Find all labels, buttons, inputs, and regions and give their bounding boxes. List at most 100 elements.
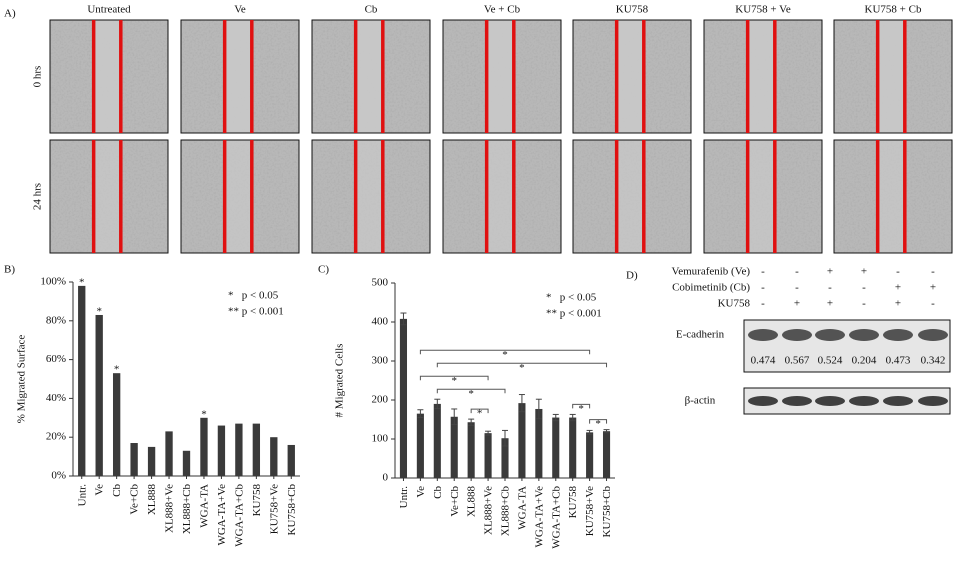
x-tick-label: WGA-TA <box>516 486 528 530</box>
bar <box>270 437 278 476</box>
significance-bracket <box>436 362 608 368</box>
x-tick-label: Untr. <box>76 484 88 507</box>
significance-bracket <box>470 408 489 414</box>
x-tick-label: Ve <box>415 486 427 498</box>
wound-gap <box>224 20 252 133</box>
x-tick-label: Ve+Cb <box>449 486 461 517</box>
x-tick-label: Untr. <box>398 486 410 509</box>
y-tick-label: 100 <box>372 433 389 445</box>
bar <box>602 431 611 478</box>
y-tick-label: 60% <box>46 353 66 365</box>
error-bar <box>502 429 508 447</box>
band-quantification: 0.204 <box>852 355 877 367</box>
column-label: Ve + Cb <box>484 4 521 16</box>
error-bar <box>586 429 593 435</box>
significance-mark: * <box>96 306 102 318</box>
wound-gap <box>355 140 383 253</box>
blot-bg <box>743 319 951 373</box>
blot-band <box>815 329 845 341</box>
error-bar <box>434 398 441 410</box>
significance-note: ** p < 0.001 <box>228 306 284 318</box>
bar <box>433 403 441 478</box>
x-tick-label: KU758 <box>251 484 263 517</box>
micrograph-frame <box>572 19 692 134</box>
bar <box>450 416 458 478</box>
y-tick-label: 400 <box>372 316 389 328</box>
significance-mark: * <box>114 364 120 376</box>
x-tick-label: KU758+Cb <box>601 486 613 538</box>
significance-note: * p < 0.05 <box>228 290 279 302</box>
micrograph-frame <box>572 139 692 254</box>
significance-bracket <box>436 388 506 394</box>
blot-label: E-cadherin <box>676 329 725 341</box>
treatment-sign: - <box>761 266 765 278</box>
x-tick-label: XL888 <box>146 484 158 516</box>
bar <box>518 403 526 478</box>
column-label: KU758 + Ve <box>735 4 791 16</box>
y-axis-label: # Migrated Cells <box>334 344 346 418</box>
bar <box>399 318 408 478</box>
treatment-sign: + <box>827 266 833 278</box>
micrograph-frame <box>703 19 823 134</box>
micrograph-frame <box>703 139 823 254</box>
treatment-sign: - <box>761 298 765 310</box>
band-quantification: 0.473 <box>886 355 911 367</box>
bar <box>416 413 424 478</box>
bar <box>586 432 594 478</box>
column-label: Ve <box>234 4 246 16</box>
bar <box>130 443 138 476</box>
panel-label: B) <box>4 264 15 276</box>
blot-band <box>849 329 879 341</box>
x-tick-label: WGA-TA+Ve <box>216 484 228 546</box>
wound-gap <box>616 140 644 253</box>
blot-band <box>918 396 948 406</box>
x-tick-label: WGA-TA+Cb <box>233 484 245 547</box>
wound-gap <box>355 20 383 133</box>
band-quantification: 0.524 <box>818 355 843 367</box>
blot-band <box>748 329 778 341</box>
panel-label: C) <box>318 264 329 276</box>
bar <box>78 285 86 476</box>
blot-band <box>815 396 845 406</box>
x-tick-label: KU758 <box>567 486 579 519</box>
bracket-label: * <box>578 403 584 415</box>
y-axis-label: % Migrated Surface <box>16 335 28 424</box>
blot-band <box>918 329 948 341</box>
blot-band <box>849 396 879 406</box>
x-tick-label: WGA-TA <box>198 484 210 528</box>
x-tick-label: Ve+Cb <box>129 484 141 515</box>
blot-band <box>883 396 913 406</box>
x-tick-label: XL888+Cb <box>500 486 512 537</box>
wound-gap <box>616 20 644 133</box>
blot-band <box>782 396 812 406</box>
x-tick-label: XL888 <box>466 486 478 518</box>
y-tick-label: 100% <box>40 276 66 288</box>
bar <box>467 422 475 478</box>
x-tick-label: Cb <box>432 486 444 499</box>
x-tick-label: WGA-TA+Ve <box>533 486 545 548</box>
treatment-label: Vemurafenib (Ve) <box>672 266 751 278</box>
error-bar <box>451 408 458 426</box>
error-bar <box>468 418 475 426</box>
bar <box>182 450 191 476</box>
blot-bg <box>743 387 951 415</box>
treatment-sign: + <box>895 298 901 310</box>
band-quantification: 0.567 <box>785 355 810 367</box>
column-label: Untreated <box>87 4 131 16</box>
wound-gap <box>877 20 905 133</box>
error-bar <box>485 430 492 436</box>
treatment-sign: + <box>827 298 833 310</box>
bracket-label: * <box>519 362 525 374</box>
significance-note: ** p < 0.001 <box>546 308 602 320</box>
x-tick-label: WGA-TA+Cb <box>550 486 562 549</box>
treatment-sign: + <box>930 282 936 294</box>
bar <box>501 438 509 478</box>
significance-bracket <box>419 349 591 355</box>
micrograph-frame <box>311 139 431 254</box>
error-bar <box>518 394 525 413</box>
error-bar <box>417 409 424 419</box>
error-bar <box>569 413 576 422</box>
x-tick-label: XL888+Ve <box>483 486 495 535</box>
treatment-label: KU758 <box>718 298 751 310</box>
x-tick-label: KU758+Ve <box>268 484 280 534</box>
